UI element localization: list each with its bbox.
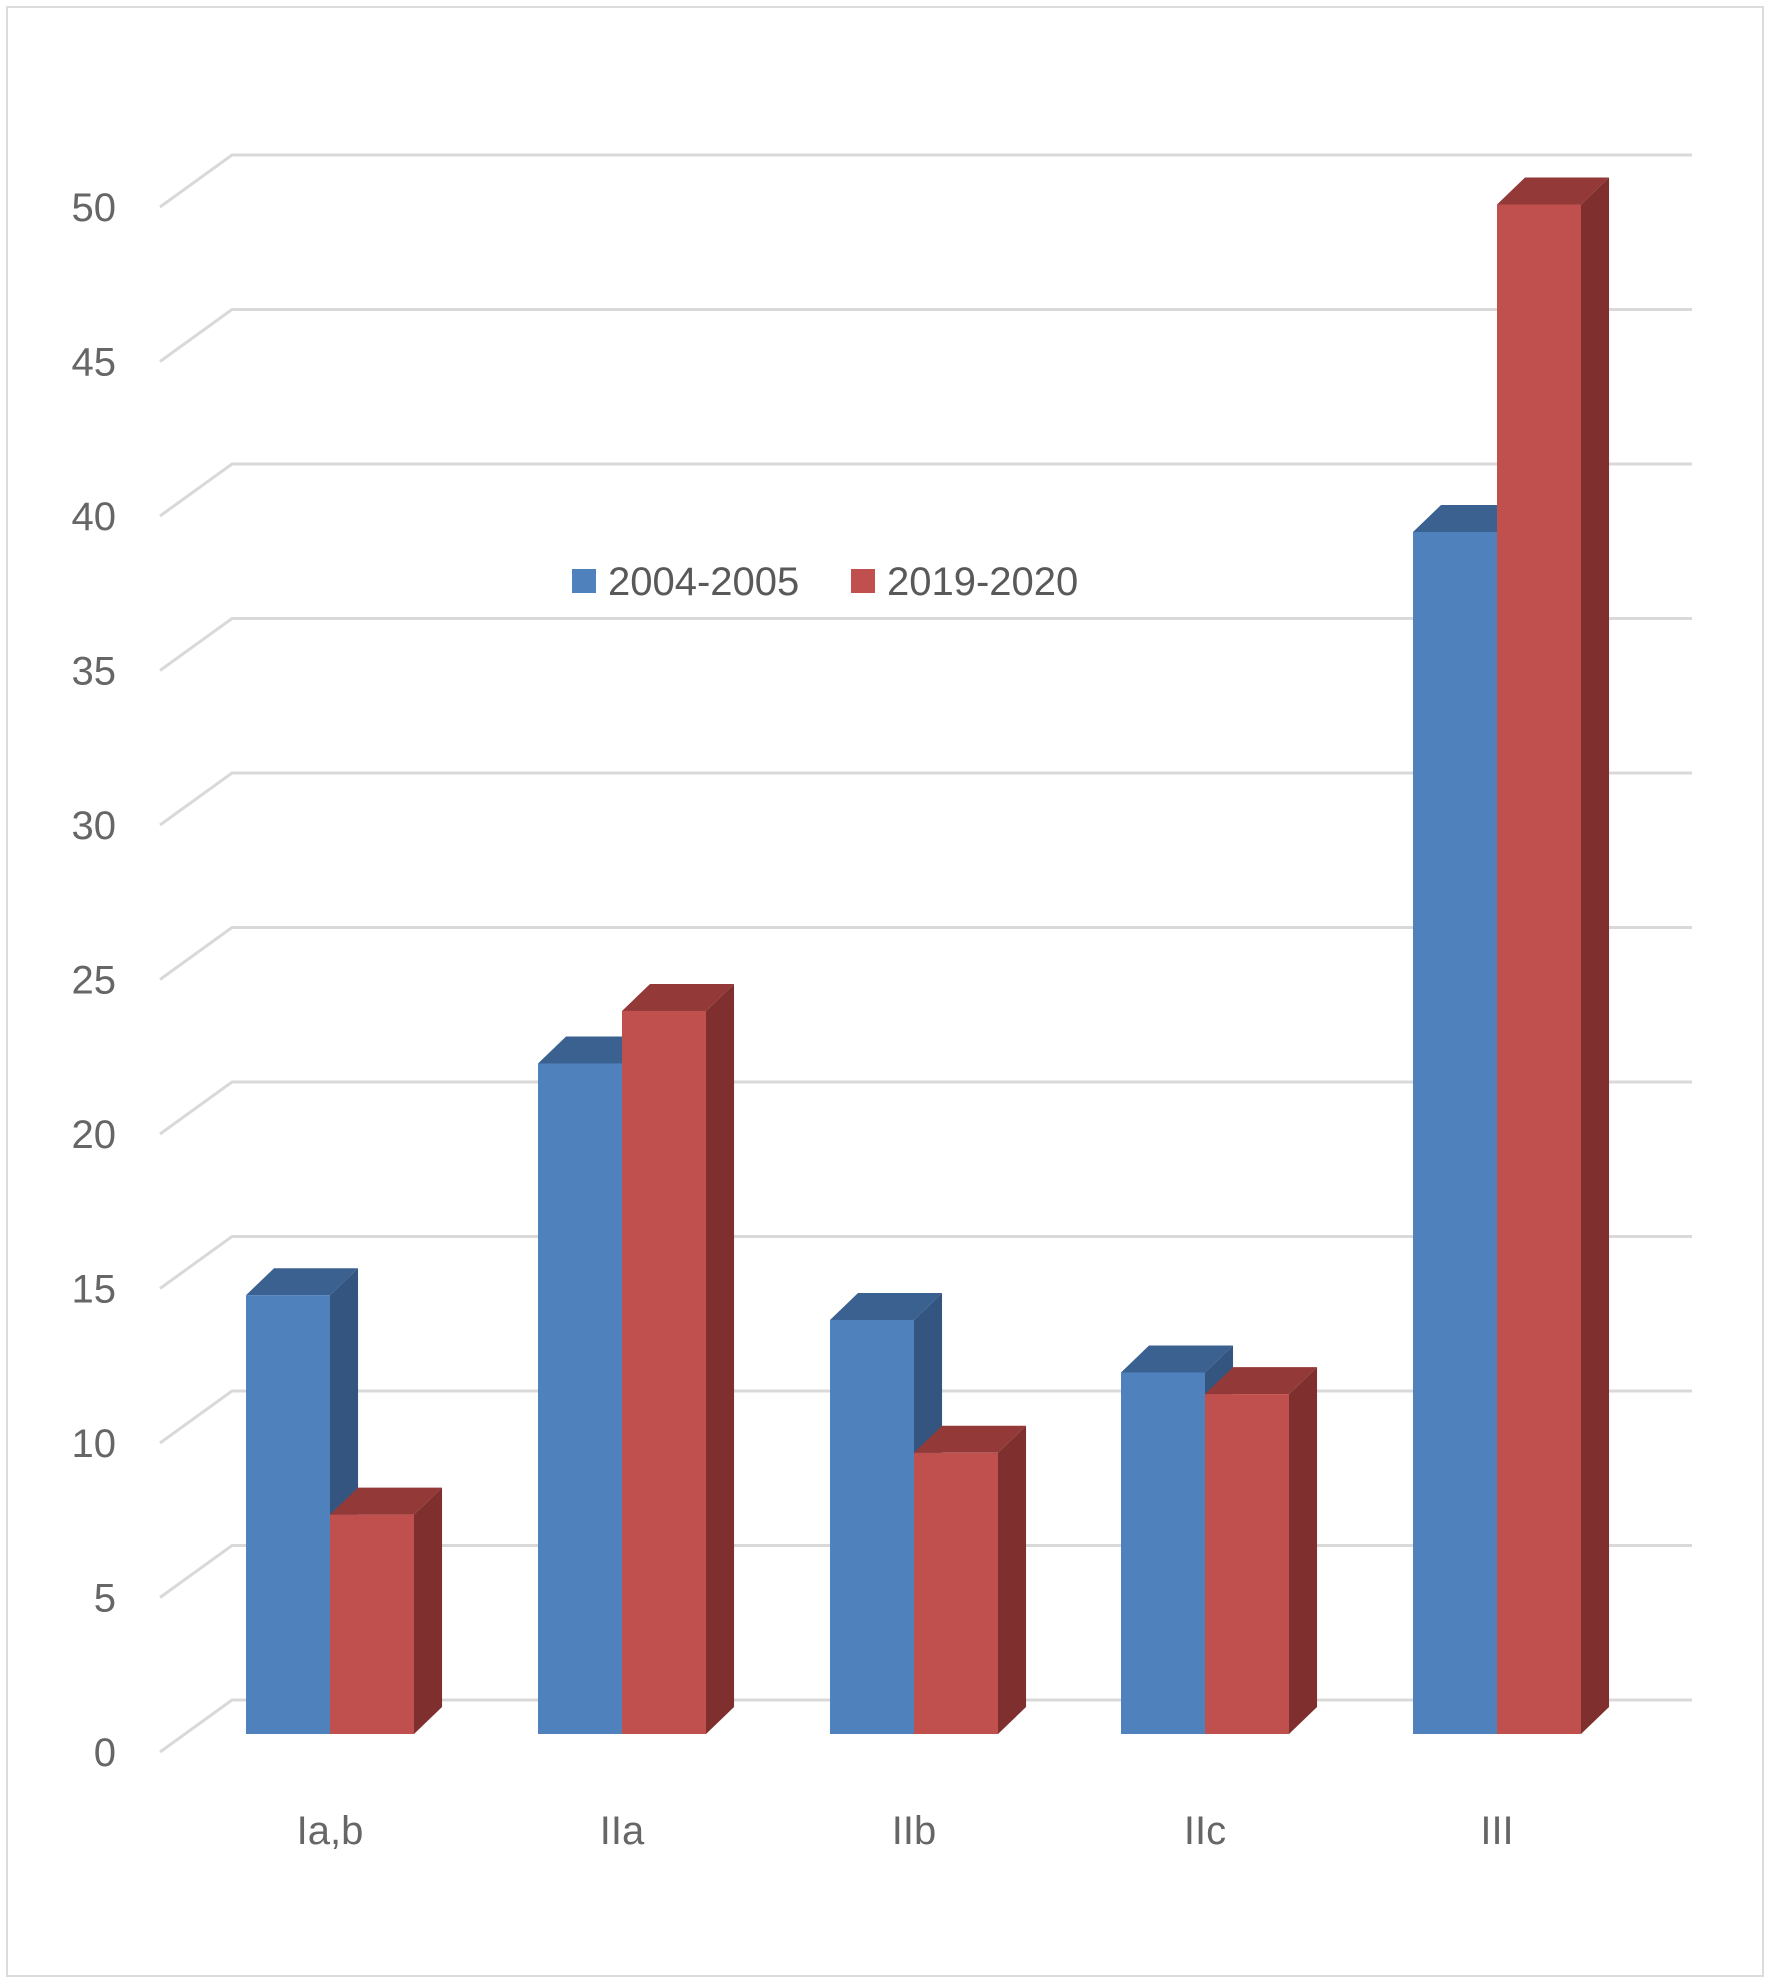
legend-label: 2019-2020	[887, 560, 1078, 604]
bar-side	[414, 1487, 443, 1734]
bar-side	[1581, 177, 1610, 1735]
bar	[914, 1425, 1027, 1734]
bar-front	[246, 1295, 330, 1734]
bar-top	[830, 1292, 943, 1320]
y-tick-label: 40	[72, 495, 117, 539]
bar-top	[914, 1425, 1027, 1453]
bar-top	[1205, 1367, 1318, 1395]
y-tick-label: 45	[72, 341, 117, 385]
bar-front	[622, 1010, 706, 1734]
y-tick-label: 25	[72, 959, 117, 1003]
bar-top	[330, 1487, 443, 1515]
x-category-label: IIb	[892, 1809, 936, 1853]
bar-side	[1289, 1367, 1318, 1734]
y-tick-label: 15	[72, 1268, 117, 1312]
x-axis-categories: Ia,b IIa IIb IIc III	[297, 1809, 1514, 1853]
bar-front	[1413, 531, 1497, 1734]
bar	[1205, 1367, 1318, 1734]
chart-frame	[6, 6, 1764, 1977]
legend-swatch	[851, 569, 875, 593]
bar-front	[1205, 1394, 1289, 1734]
x-category-label: IIa	[600, 1809, 645, 1853]
bar-front	[538, 1063, 622, 1734]
y-tick-label: 20	[72, 1113, 117, 1157]
gridline	[159, 308, 1692, 363]
gridline	[159, 153, 1692, 209]
bar-front	[914, 1452, 998, 1734]
y-tick-label: 10	[72, 1422, 117, 1466]
bars	[246, 177, 1610, 1735]
legend: 2004-2005 2019-2020	[572, 560, 1078, 604]
gridline	[159, 617, 1692, 672]
gridline	[159, 926, 1692, 981]
x-category-label: III	[1480, 1809, 1513, 1853]
y-tick-label: 0	[94, 1731, 116, 1775]
legend-entry: 2019-2020	[851, 560, 1078, 604]
bar	[1497, 177, 1610, 1735]
bar-front	[1497, 204, 1581, 1735]
gridline	[159, 462, 1692, 518]
y-tick-label: 5	[94, 1577, 116, 1621]
y-tick-label: 35	[72, 650, 117, 694]
bar-top	[1121, 1345, 1234, 1373]
gridline	[159, 1080, 1692, 1136]
y-axis-ticks: 0 5 10 15 20 25 30 35 40 45 50	[72, 186, 117, 1775]
bar-side	[998, 1425, 1027, 1734]
x-category-label: Ia,b	[297, 1809, 364, 1853]
bar-top	[622, 983, 735, 1011]
bar-front	[830, 1319, 914, 1734]
legend-swatch	[572, 569, 596, 593]
bar	[622, 983, 735, 1734]
y-tick-label: 50	[72, 186, 117, 230]
gridline	[159, 1235, 1692, 1290]
bar-top	[246, 1268, 359, 1296]
bar-front	[1121, 1372, 1205, 1734]
y-tick-label: 30	[72, 804, 117, 848]
bar-front	[330, 1514, 414, 1734]
bar-side	[706, 983, 735, 1734]
legend-entry: 2004-2005	[572, 560, 799, 604]
legend-label: 2004-2005	[608, 560, 799, 604]
bar	[330, 1487, 443, 1734]
gridline	[159, 771, 1692, 827]
bar-top	[1497, 177, 1610, 205]
x-category-label: IIc	[1184, 1809, 1226, 1853]
